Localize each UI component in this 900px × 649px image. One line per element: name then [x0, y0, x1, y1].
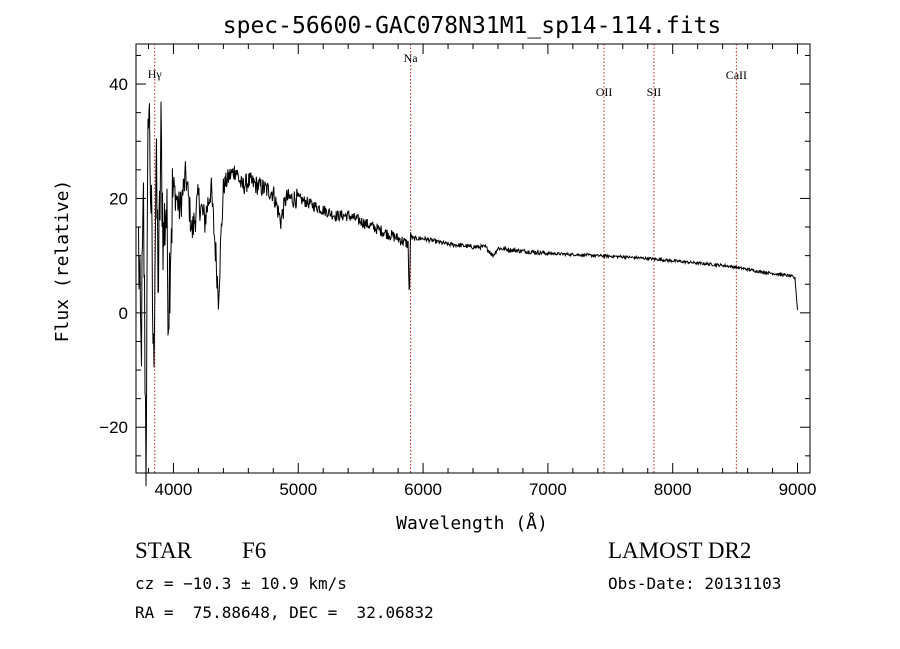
- object-class: STAR: [135, 538, 192, 563]
- spectrum-trace: [138, 101, 798, 487]
- line-label-OII: OII: [596, 85, 613, 99]
- axis-ticks: [136, 44, 810, 473]
- line-label-Na: Na: [404, 51, 419, 65]
- x-tick-label: 4000: [155, 480, 193, 499]
- x-tick-label: 7000: [529, 480, 567, 499]
- y-tick-label: 0: [119, 304, 128, 323]
- object-subclass: F6: [242, 538, 267, 563]
- line-label-SII: SII: [647, 85, 662, 99]
- x-tick-label: 8000: [654, 480, 692, 499]
- axis-tick-labels: 4000 5000 6000 7000 8000 9000 −20 0 20 40: [99, 75, 816, 499]
- line-label-CaII: CaII: [726, 68, 747, 82]
- coordinates: RA = 75.88648, DEC = 32.06832: [135, 603, 434, 622]
- y-tick-label: 20: [109, 189, 128, 208]
- spectral-line-markers: Hγ Na OII SII CaII: [148, 44, 747, 473]
- x-axis-label: Wavelength (Å): [396, 512, 548, 534]
- x-tick-label: 9000: [779, 480, 817, 499]
- redshift-velocity: cz = −10.3 ± 10.9 km/s: [135, 574, 347, 593]
- y-tick-label: −20: [99, 418, 128, 437]
- x-tick-label: 6000: [404, 480, 442, 499]
- observation-date: Obs-Date: 20131103: [608, 574, 782, 593]
- chart-title: spec-56600-GAC078N31M1_sp14-114.fits: [223, 13, 722, 39]
- x-tick-label: 5000: [279, 480, 317, 499]
- y-tick-label: 40: [109, 75, 128, 94]
- line-label-Hγ: Hγ: [148, 67, 163, 81]
- survey-name: LAMOST DR2: [608, 538, 752, 563]
- y-axis-label: Flux (relative): [52, 180, 73, 343]
- plot-frame: [135, 43, 811, 474]
